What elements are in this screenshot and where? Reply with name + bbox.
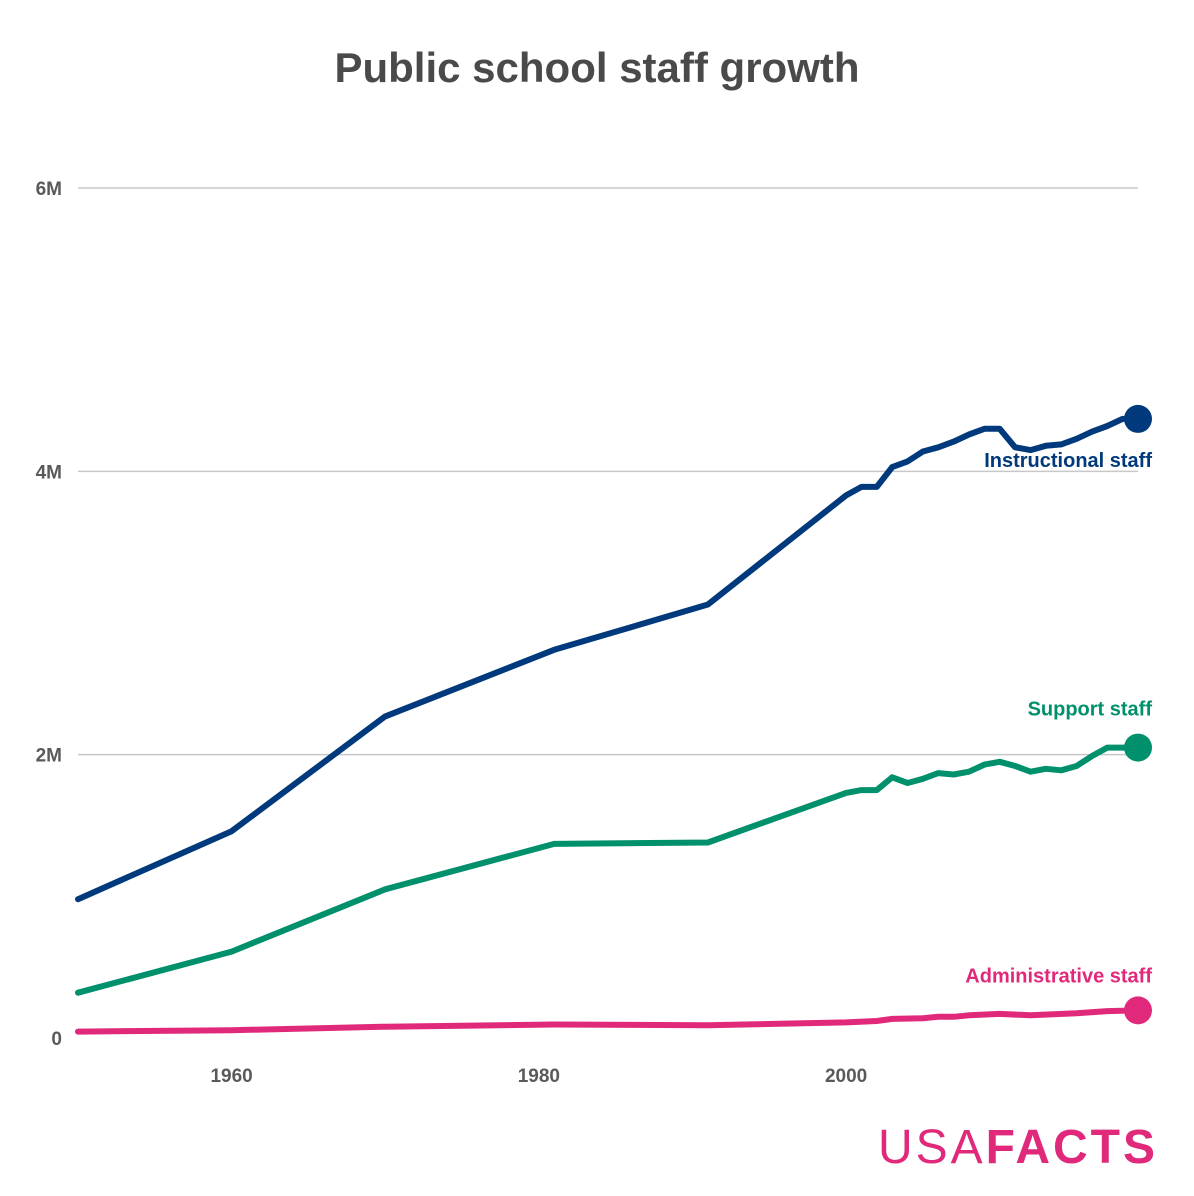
logo-text-usa: USA	[877, 1121, 986, 1174]
series-labels: Instructional staff Support staff Administ…	[965, 450, 1152, 987]
y-axis-tick-labels: 0 2M 4M 6M	[36, 179, 62, 1050]
series-end-dot	[1124, 733, 1152, 762]
y-tick-label: 4M	[36, 462, 62, 483]
y-tick-label: 0	[51, 1029, 62, 1050]
usafacts-logo: USAFACTS	[878, 1120, 1158, 1175]
series-label: Instructional staff	[984, 450, 1152, 472]
series-end-dot	[1124, 996, 1152, 1025]
logo-text-facts: FACTS	[985, 1121, 1158, 1174]
series-label: Support staff	[1028, 699, 1153, 721]
series-end-dot	[1124, 404, 1152, 433]
x-tick-label: 1960	[210, 1066, 252, 1087]
series-line-2	[75, 1007, 1141, 1035]
y-tick-label: 6M	[36, 179, 62, 200]
x-tick-label: 2000	[825, 1066, 867, 1087]
x-tick-label: 1980	[518, 1066, 560, 1087]
grid-lines	[78, 187, 1138, 756]
series-lines	[75, 404, 1152, 1035]
y-tick-label: 2M	[36, 746, 62, 767]
x-axis-tick-labels: 1960 1980 2000	[210, 1066, 867, 1087]
chart-title: Public school staff growth	[334, 44, 860, 91]
series-label: Administrative staff	[965, 965, 1152, 987]
series-line-0	[75, 415, 1141, 903]
series-line-1	[75, 744, 1141, 996]
